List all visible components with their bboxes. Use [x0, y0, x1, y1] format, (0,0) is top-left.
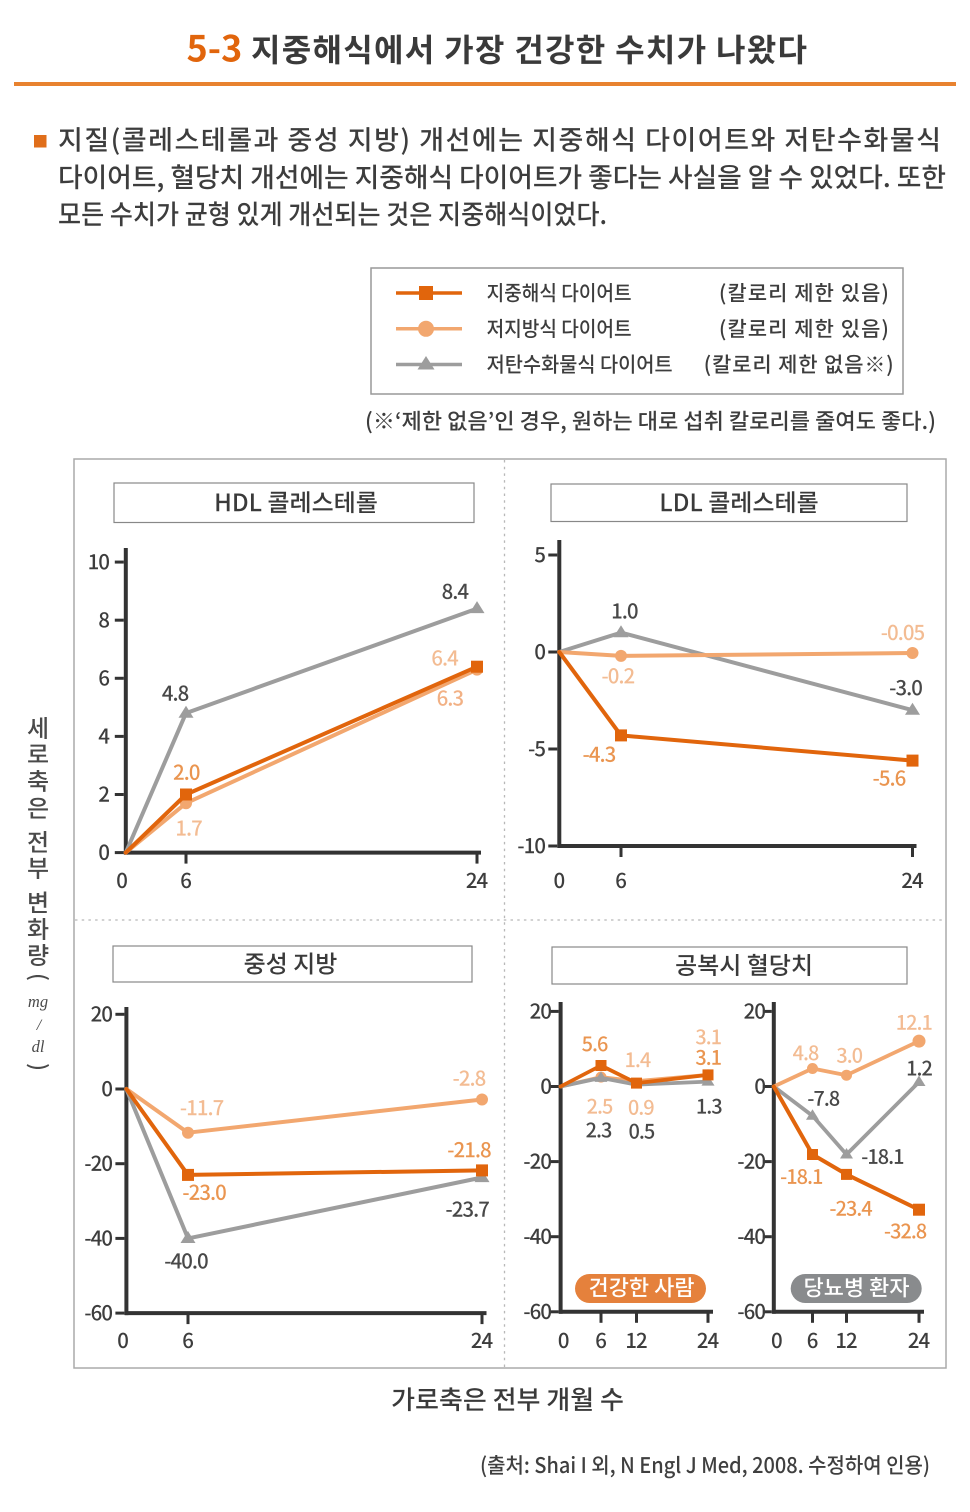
svg-text:/: / [36, 1017, 43, 1034]
svg-text:dl: dl [32, 1037, 45, 1056]
svg-text:mg: mg [28, 992, 48, 1011]
